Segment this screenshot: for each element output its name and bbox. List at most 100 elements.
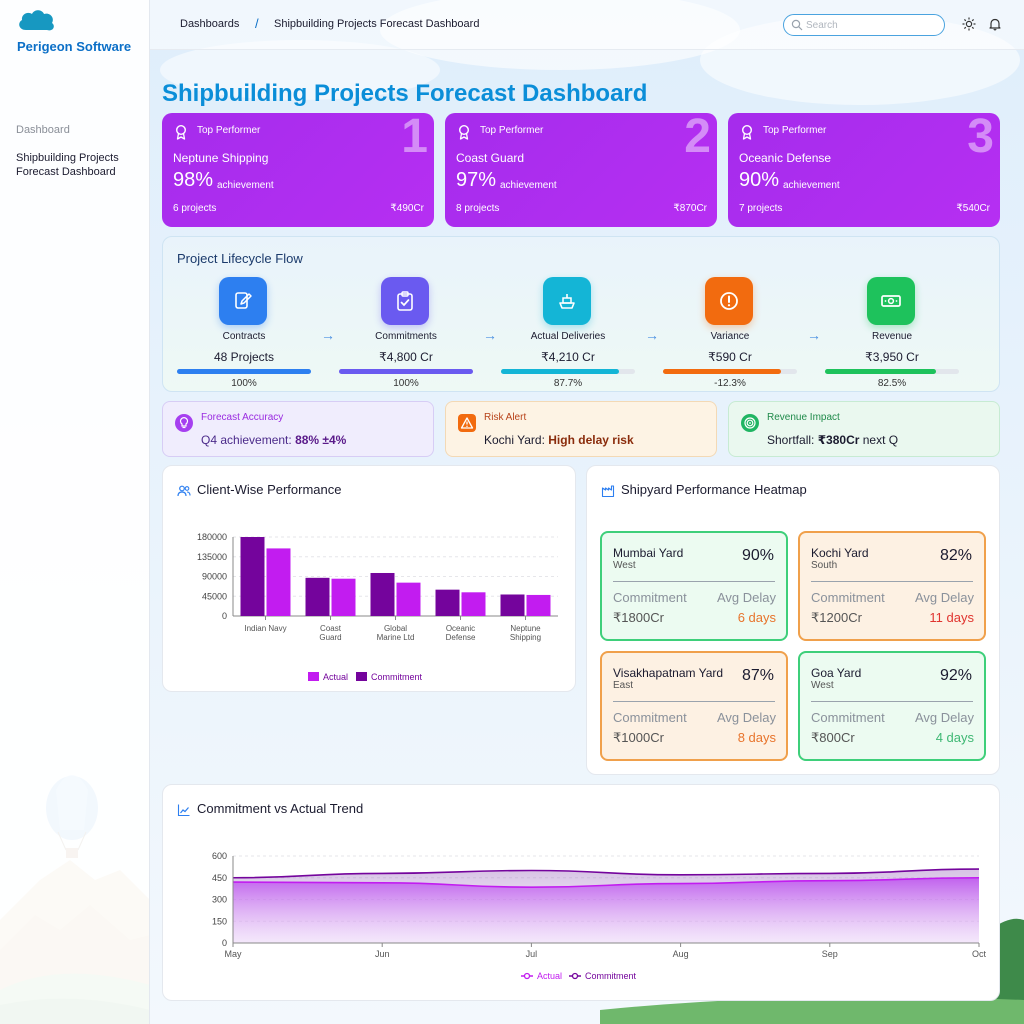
legend-label[interactable]: Commitment <box>585 971 637 981</box>
yard-commitment-label: Commitment <box>811 590 885 605</box>
lifecycle-step-name: Revenue <box>871 331 913 342</box>
legend-swatch <box>308 672 319 681</box>
bar-commitment[interactable] <box>240 537 265 616</box>
lightbulb-icon <box>175 414 193 432</box>
yard-tile-visakhapatnam-yard[interactable]: Visakhapatnam Yard East 87% Commitment Avg D… <box>600 651 788 761</box>
search-input[interactable] <box>806 18 936 32</box>
contract-edit-icon <box>219 277 267 325</box>
search-box[interactable] <box>783 14 945 36</box>
warning-icon <box>458 414 476 432</box>
y-tick-label: 180000 <box>197 532 227 542</box>
y-tick-label: 90000 <box>202 572 227 582</box>
lifecycle-progress-track <box>339 369 473 374</box>
yard-commitment-value: ₹1800Cr <box>613 610 664 625</box>
lifecycle-step-percentage: 87.7% <box>553 378 583 389</box>
clipboard-check-icon <box>381 277 429 325</box>
bar-commitment[interactable] <box>435 589 460 616</box>
lifecycle-step-value: ₹590 Cr <box>708 350 752 364</box>
yard-delay-label: Avg Delay <box>914 710 974 725</box>
performer-card[interactable]: 3 Top Performer Oceanic Defense 90% achievem… <box>728 113 1000 227</box>
alert-circle-icon <box>705 277 753 325</box>
performer-rank: 2 <box>684 113 711 163</box>
bar-actual[interactable] <box>331 578 356 616</box>
lifecycle-panel: Project Lifecycle Flow Contracts 48 Proje… <box>162 236 1000 392</box>
performer-card[interactable]: 2 Top Performer Coast Guard 97% achievement 8… <box>445 113 717 227</box>
x-tick-label: Marine Ltd <box>377 633 415 642</box>
lifecycle-progress-track <box>177 369 311 374</box>
insight-text-highlight: ₹380Cr <box>817 433 860 447</box>
x-tick-label: Neptune <box>510 624 541 633</box>
lifecycle-title: Project Lifecycle Flow <box>177 251 303 266</box>
performer-projects: 7 projects <box>739 203 783 214</box>
yard-tile-mumbai-yard[interactable]: Mumbai Yard West 90% Commitment Avg Delay ₹18… <box>600 531 788 641</box>
performer-percentage: 98% <box>173 169 214 191</box>
brand[interactable]: Perigeon Software <box>16 6 131 54</box>
ship-icon <box>543 277 591 325</box>
bar-commitment[interactable] <box>500 594 525 616</box>
lifecycle-step-actual-deliveries[interactable]: Actual Deliveries ₹4,210 Cr 87.7% <box>501 277 635 389</box>
performer-card[interactable]: 1 Top Performer Neptune Shipping 98% achieve… <box>162 113 434 227</box>
sun-icon[interactable] <box>962 17 976 31</box>
lifecycle-step-variance[interactable]: Variance ₹590 Cr -12.3% <box>663 277 797 389</box>
yard-commitment-value: ₹800Cr <box>811 730 855 745</box>
insight-text-highlight: 88% ±4% <box>295 433 347 447</box>
lifecycle-step-commitments[interactable]: Commitments ₹4,800 Cr 100% <box>339 277 473 389</box>
legend-label[interactable]: Actual <box>537 971 562 981</box>
bell-icon[interactable] <box>988 17 1002 31</box>
performer-percentage: 97% <box>456 169 497 191</box>
y-tick-label: 300 <box>212 895 227 905</box>
legend-label[interactable]: Actual <box>323 672 348 682</box>
performer-label: Top Performer <box>763 125 827 136</box>
performer-projects: 6 projects <box>173 203 217 214</box>
trend-area-chart: 0 150 300 450 600 May Jun Jul Aug Sep Oct Actual Com… <box>212 851 987 981</box>
yard-commitment-label: Commitment <box>613 710 687 725</box>
insight-card-forecast-accuracy[interactable]: Forecast Accuracy Q4 achievement: 88% ±4% <box>162 401 434 457</box>
y-tick-label: 0 <box>222 611 227 621</box>
lifecycle-step-revenue[interactable]: Revenue ₹3,950 Cr 82.5% <box>825 277 959 389</box>
trend-panel: Commitment vs Actual Trend 0 150 300 450 600… <box>162 784 1000 1001</box>
sidebar-item-shipbuilding-dashboard[interactable]: Shipbuilding Projects Forecast Dashboard <box>16 152 119 178</box>
bar-actual[interactable] <box>396 582 421 616</box>
y-tick-label: 450 <box>212 873 227 883</box>
insight-card-risk-alert[interactable]: Risk Alert Kochi Yard: High delay risk <box>445 401 717 457</box>
y-tick-label: 600 <box>212 851 227 861</box>
lifecycle-step-percentage: 82.5% <box>877 378 907 389</box>
lifecycle-progress-bar <box>177 369 311 374</box>
insight-text: Q4 achievement: 88% ±4% <box>201 433 346 447</box>
lifecycle-progress-track <box>663 369 797 374</box>
lifecycle-progress-track <box>501 369 635 374</box>
x-tick-label: Jul <box>526 949 538 959</box>
yard-tile-kochi-yard[interactable]: Kochi Yard South 82% Commitment Avg Delay ₹12… <box>798 531 986 641</box>
yard-tile-goa-yard[interactable]: Goa Yard West 92% Commitment Avg Delay ₹800Cr… <box>798 651 986 761</box>
insight-text-prefix: Q4 achievement: <box>201 433 296 447</box>
bar-actual[interactable] <box>526 594 551 616</box>
x-tick-label: Oct <box>972 949 987 959</box>
legend-label[interactable]: Commitment <box>371 672 423 682</box>
y-tick-label: 45000 <box>202 591 227 601</box>
yard-name: Visakhapatnam Yard <box>613 666 724 680</box>
lifecycle-step-percentage: 100% <box>393 378 419 389</box>
performer-label: Top Performer <box>197 125 261 136</box>
bar-actual[interactable] <box>266 548 291 616</box>
x-tick-label: Sep <box>822 949 838 959</box>
performer-name: Coast Guard <box>456 151 525 165</box>
bar-actual[interactable] <box>461 592 486 616</box>
salesforce-cloud-icon <box>19 10 54 31</box>
heatmap-panel: Shipyard Performance Heatmap Mumbai Yard… <box>586 465 1000 775</box>
insight-card-revenue-impact[interactable]: Revenue Impact Shortfall: ₹380Cr next Q <box>728 401 1000 457</box>
yard-divider <box>811 581 973 582</box>
brand-name: Perigeon Software <box>17 39 132 54</box>
page-title: Shipbuilding Projects Forecast Dashboard <box>162 80 648 107</box>
lifecycle-progress-bar <box>663 369 781 374</box>
bar-commitment[interactable] <box>370 572 395 616</box>
lifecycle-step-contracts[interactable]: Contracts 48 Projects 100% <box>177 277 311 389</box>
insight-text: Shortfall: ₹380Cr next Q <box>767 433 898 447</box>
insight-label: Risk Alert <box>484 412 527 423</box>
award-icon <box>741 124 753 140</box>
bar-commitment[interactable] <box>305 577 330 616</box>
flow-arrow-icon: → <box>483 327 497 343</box>
target-icon <box>741 414 759 432</box>
breadcrumb-dashboards[interactable]: Dashboards <box>180 18 240 30</box>
yard-divider <box>613 701 775 702</box>
